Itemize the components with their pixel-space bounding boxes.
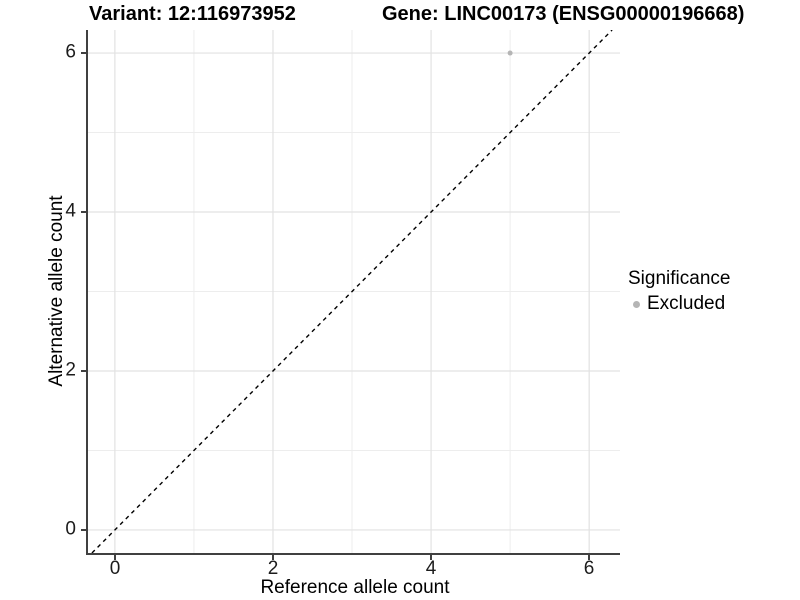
- y-tick-mark: [81, 52, 86, 54]
- y-tick-label: 4: [65, 200, 76, 222]
- plot-title-variant: Variant: 12:116973952: [89, 3, 296, 25]
- x-tick-label: 6: [583, 558, 595, 579]
- plot-panel: [86, 30, 620, 555]
- y-tick-mark: [81, 211, 86, 213]
- data-point: [507, 50, 513, 56]
- y-tick-label: 2: [65, 359, 76, 381]
- x-tick-label: 2: [267, 558, 279, 579]
- legend-point-icon: [633, 300, 640, 308]
- legend-item-label: Excluded: [647, 293, 726, 314]
- x-tick-mark: [272, 555, 274, 560]
- legend: Significance Excluded: [628, 268, 730, 315]
- x-tick-mark: [430, 555, 432, 560]
- y-tick-label: 6: [65, 41, 76, 63]
- x-tick-mark: [114, 555, 116, 560]
- chart-canvas: [88, 30, 620, 553]
- y-tick-label: 0: [65, 518, 76, 540]
- legend-item-excluded: Excluded: [628, 293, 730, 315]
- identity-reference-line: [91, 30, 613, 553]
- x-tick-label: 4: [425, 558, 437, 579]
- x-tick-label: 0: [109, 558, 121, 579]
- legend-title: Significance: [628, 268, 731, 289]
- plot-title-gene: Gene: LINC00173 (ENSG00000196668): [382, 3, 745, 25]
- x-axis-title: Reference allele count: [260, 577, 450, 598]
- x-tick-mark: [588, 555, 590, 560]
- y-axis-title: Alternative allele count: [46, 195, 67, 387]
- y-tick-mark: [81, 370, 86, 372]
- y-tick-mark: [81, 529, 86, 531]
